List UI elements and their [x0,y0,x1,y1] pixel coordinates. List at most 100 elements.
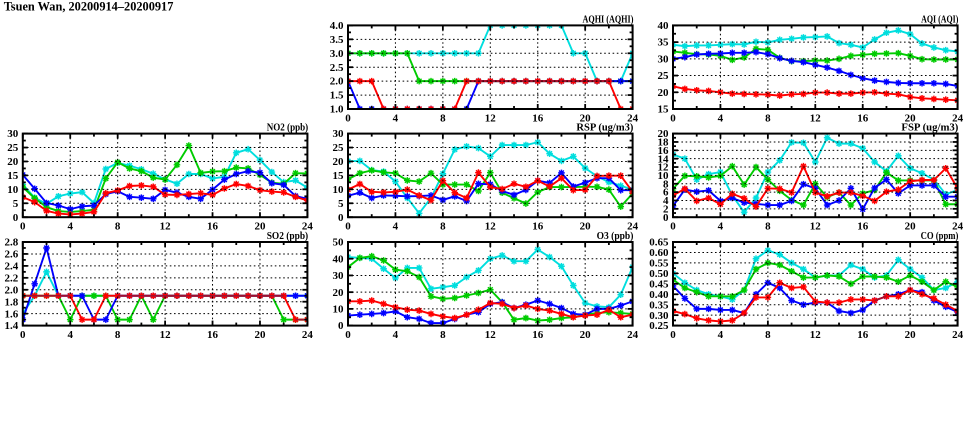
svg-text:10: 10 [658,170,670,182]
svg-text:16: 16 [207,221,219,233]
svg-text:20: 20 [905,112,917,124]
svg-text:0: 0 [20,221,26,233]
svg-text:0.50: 0.50 [649,268,669,280]
svg-text:40: 40 [658,20,670,32]
svg-text:16: 16 [857,112,869,124]
svg-text:1.0: 1.0 [330,104,344,116]
svg-text:0: 0 [663,212,669,224]
svg-text:20: 20 [254,329,266,341]
svg-text:24: 24 [627,221,639,233]
svg-text:10: 10 [333,303,345,315]
svg-text:35: 35 [658,37,670,49]
svg-text:24: 24 [952,329,964,341]
svg-text:8: 8 [440,112,446,124]
svg-text:0.40: 0.40 [649,289,669,301]
svg-text:0: 0 [670,112,676,124]
svg-text:40: 40 [333,253,345,265]
svg-text:4: 4 [393,221,399,233]
svg-text:0: 0 [13,212,19,224]
svg-text:20: 20 [333,287,345,299]
svg-text:30: 30 [333,128,345,140]
svg-text:16: 16 [532,221,544,233]
svg-text:0: 0 [338,320,344,332]
svg-text:0.25: 0.25 [649,320,669,332]
svg-text:Tsuen Wan, 20200914–20200917: Tsuen Wan, 20200914–20200917 [4,0,174,14]
svg-text:0: 0 [670,329,676,341]
svg-text:2.5: 2.5 [330,62,344,74]
svg-text:15: 15 [7,170,19,182]
svg-text:2.0: 2.0 [330,76,344,88]
svg-text:0: 0 [345,329,351,341]
svg-text:3.5: 3.5 [330,34,344,46]
svg-text:18: 18 [658,137,670,149]
svg-text:12: 12 [810,329,822,341]
svg-text:FSP (ug/m3): FSP (ug/m3) [901,123,958,134]
svg-text:CO (ppm): CO (ppm) [921,231,959,242]
svg-text:15: 15 [658,104,670,116]
svg-text:10: 10 [7,184,19,196]
svg-text:5: 5 [13,198,19,210]
svg-text:0.30: 0.30 [649,310,669,322]
svg-text:O3 (ppb): O3 (ppb) [597,231,634,242]
svg-text:4: 4 [67,221,73,233]
svg-text:12: 12 [810,112,822,124]
svg-text:1.8: 1.8 [5,296,19,308]
svg-text:8: 8 [765,329,771,341]
svg-text:20: 20 [580,221,592,233]
svg-text:3.0: 3.0 [330,48,344,60]
svg-text:10: 10 [333,184,345,196]
svg-text:25: 25 [7,142,19,154]
svg-text:12: 12 [810,221,822,233]
svg-text:8: 8 [663,178,669,190]
svg-text:8: 8 [765,112,771,124]
svg-text:0.35: 0.35 [649,299,669,311]
svg-text:20: 20 [580,112,592,124]
svg-text:2.8: 2.8 [5,237,19,249]
svg-text:4: 4 [67,329,73,341]
svg-text:24: 24 [627,112,639,124]
svg-text:4: 4 [718,221,724,233]
svg-text:8: 8 [440,221,446,233]
svg-text:8: 8 [115,221,121,233]
svg-text:2.2: 2.2 [5,272,19,284]
svg-text:8: 8 [765,221,771,233]
svg-text:20: 20 [658,128,670,140]
svg-text:16: 16 [658,145,670,157]
svg-text:20: 20 [7,156,19,168]
svg-text:16: 16 [857,329,869,341]
svg-text:AQI (AQI): AQI (AQI) [921,14,958,25]
svg-text:24: 24 [952,221,964,233]
svg-text:2.6: 2.6 [5,249,19,261]
svg-text:AQHI (AQHI): AQHI (AQHI) [583,14,634,25]
svg-text:NO2 (ppb): NO2 (ppb) [267,123,309,134]
svg-text:12: 12 [485,112,497,124]
svg-text:20: 20 [905,221,917,233]
svg-text:4.0: 4.0 [330,20,344,32]
svg-text:12: 12 [485,221,497,233]
svg-text:20: 20 [333,156,345,168]
svg-text:50: 50 [333,237,345,249]
svg-text:12: 12 [485,329,497,341]
svg-text:2.0: 2.0 [5,284,19,296]
svg-text:4: 4 [718,329,724,341]
svg-text:16: 16 [532,112,544,124]
svg-text:RSP (ug/m3): RSP (ug/m3) [576,123,633,134]
svg-text:12: 12 [658,162,670,174]
svg-text:24: 24 [627,329,639,341]
svg-text:8: 8 [115,329,121,341]
svg-text:8: 8 [440,329,446,341]
svg-text:4: 4 [393,329,399,341]
svg-text:24: 24 [952,112,964,124]
svg-text:0: 0 [345,112,351,124]
svg-text:20: 20 [580,329,592,341]
svg-text:25: 25 [333,142,345,154]
svg-text:1.6: 1.6 [5,308,19,320]
svg-text:0.45: 0.45 [649,278,669,290]
svg-text:25: 25 [658,70,670,82]
svg-text:4: 4 [718,112,724,124]
svg-text:30: 30 [658,53,670,65]
svg-text:20: 20 [254,221,266,233]
svg-text:1.5: 1.5 [330,90,344,102]
svg-text:15: 15 [333,170,345,182]
svg-text:24: 24 [302,329,314,341]
